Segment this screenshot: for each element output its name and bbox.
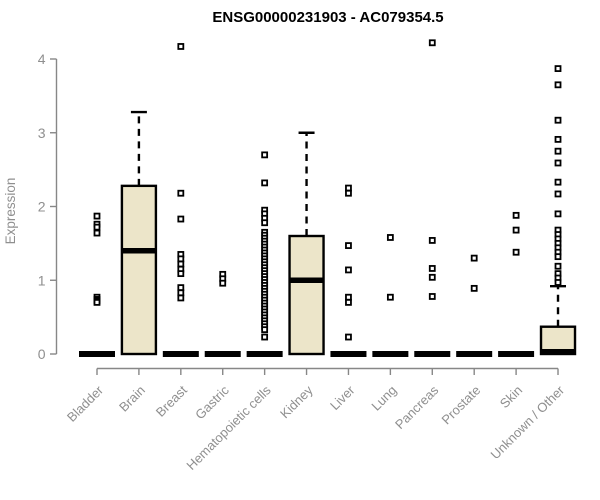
outlier-point <box>93 298 101 306</box>
x-category-label: Kidney <box>277 382 316 421</box>
boxplot-pancreas <box>414 39 451 357</box>
y-tick-label: 4 <box>38 51 46 67</box>
y-axis-label: Expression <box>3 178 18 245</box>
chart-title: ENSG00000231903 - AC079354.5 <box>212 9 443 26</box>
outlier-point <box>512 226 520 234</box>
outlier-point <box>261 326 269 334</box>
outlier-point <box>554 190 562 198</box>
outlier-point <box>554 253 562 261</box>
outlier-point <box>261 151 269 159</box>
outlier-point <box>428 265 436 272</box>
outlier-point <box>93 229 101 237</box>
x-category-label: Unknown / Other <box>488 382 568 462</box>
x-category-label: Lung <box>368 383 399 414</box>
outlier-point <box>345 184 352 192</box>
outlier-point <box>177 255 185 263</box>
boxplot-lung <box>372 234 409 357</box>
boxplot-unknown-other <box>539 65 577 356</box>
boxplot-brain <box>120 110 158 356</box>
outlier-point <box>177 284 185 292</box>
boxplot-prostate <box>456 254 493 357</box>
outlier-point <box>428 39 436 47</box>
x-category-label: Brain <box>116 383 148 415</box>
outlier-point <box>345 293 352 301</box>
outlier-point <box>386 293 394 301</box>
boxplot-bladder <box>79 212 115 357</box>
outlier-point <box>177 289 185 297</box>
outlier-point <box>345 298 352 306</box>
outlier-point <box>428 237 436 244</box>
x-category-label: Prostate <box>438 383 483 428</box>
x-category-label: Skin <box>497 383 525 411</box>
y-tick-label: 2 <box>38 199 46 215</box>
outlier-point <box>512 248 520 256</box>
x-category-label: Liver <box>327 382 358 413</box>
outlier-point <box>261 219 269 227</box>
outlier-point <box>177 294 185 302</box>
outlier-point <box>177 215 185 223</box>
x-category-label: Breast <box>153 382 190 419</box>
outlier-point <box>177 260 185 268</box>
outlier-point <box>93 223 101 231</box>
outlier-point <box>470 284 478 292</box>
outlier-point <box>554 210 562 218</box>
y-tick-label: 3 <box>38 125 46 141</box>
outlier-point <box>93 212 101 220</box>
x-category-label: Gastric <box>192 382 232 422</box>
outlier-point <box>470 254 478 262</box>
outlier-point <box>219 279 227 287</box>
outlier-point <box>554 135 562 143</box>
plot-area <box>79 39 577 357</box>
boxplot-breast <box>162 43 199 357</box>
x-category-label: Bladder <box>64 382 107 425</box>
outlier-point <box>554 65 562 72</box>
outlier-point <box>177 189 185 197</box>
boxplot-liver <box>330 184 367 357</box>
x-category-label: Pancreas <box>392 382 442 432</box>
outlier-point <box>512 211 520 219</box>
outlier-point <box>554 159 562 167</box>
y-tick-label: 0 <box>38 346 46 362</box>
boxplot-hematopoietic-cells <box>246 151 283 357</box>
box <box>288 234 325 356</box>
outlier-point <box>345 189 352 197</box>
outlier-point <box>428 273 436 281</box>
boxplot-skin <box>498 211 535 357</box>
outlier-point <box>345 242 352 249</box>
outlier-point <box>554 178 562 186</box>
y-tick-label: 1 <box>38 272 46 288</box>
outlier-point <box>345 333 352 341</box>
outlier-point <box>554 262 562 270</box>
outlier-point <box>177 43 185 50</box>
outlier-point <box>261 179 269 187</box>
outlier-point <box>554 81 562 89</box>
boxplot-kidney <box>288 131 325 356</box>
outlier-point <box>428 293 436 300</box>
outlier-point <box>554 147 562 155</box>
outlier-point <box>386 234 394 241</box>
outlier-point <box>554 116 562 124</box>
outlier-point <box>177 270 185 278</box>
boxplot-gastric <box>204 270 241 357</box>
outlier-point <box>261 333 269 341</box>
outlier-point <box>554 279 562 286</box>
box <box>120 184 158 356</box>
y-axis: 0 1 2 3 4 <box>38 51 58 362</box>
outlier-point <box>345 266 352 274</box>
